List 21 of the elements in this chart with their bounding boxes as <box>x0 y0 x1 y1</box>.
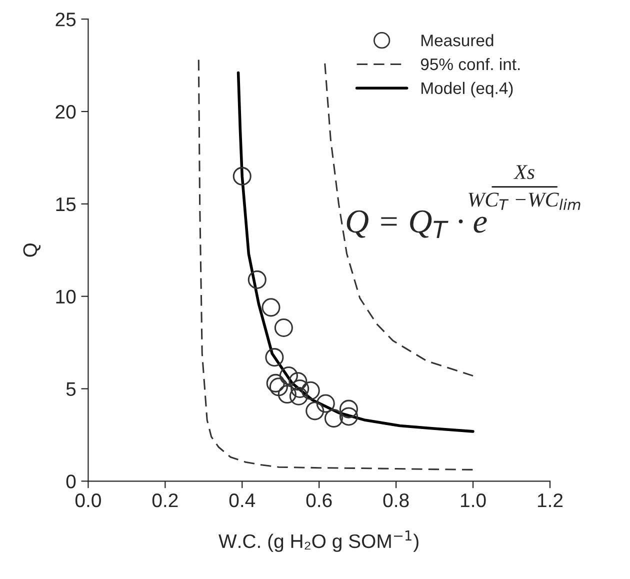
x-axis-title: W.C. (g H₂O g SOM$^{−1}$) <box>218 530 418 552</box>
x-tick-label: 1.2 <box>538 493 563 508</box>
legend-label: 95% conf. int. <box>420 58 520 70</box>
y-tick-label: 25 <box>56 12 76 26</box>
y-tick-label: 15 <box>56 198 76 212</box>
legend-label: Measured <box>422 34 494 46</box>
y-tick-label: 5 <box>66 382 76 396</box>
legend-label: Model (eq.4) <box>422 82 513 98</box>
annotation: Xs <box>513 165 534 180</box>
y-axis-title: Q <box>23 243 41 257</box>
x-tick-label: 0.0 <box>75 493 101 508</box>
y-tick-label: 20 <box>56 104 76 119</box>
x-tick-label: 1.0 <box>460 493 486 508</box>
y-tick-label: 10 <box>56 290 76 304</box>
x-tick-label: 0.4 <box>229 493 256 508</box>
x-tick-label: 0.8 <box>383 493 409 508</box>
x-tick-label: 0.2 <box>152 493 178 508</box>
annotation: WC$_{T}$ −WC$_{lim}$ <box>468 192 580 210</box>
annotation: Q = Q$_{T}$ · e <box>346 210 487 238</box>
x-tick-label: 0.6 <box>306 493 332 508</box>
y-tick-label: 0 <box>66 474 76 488</box>
